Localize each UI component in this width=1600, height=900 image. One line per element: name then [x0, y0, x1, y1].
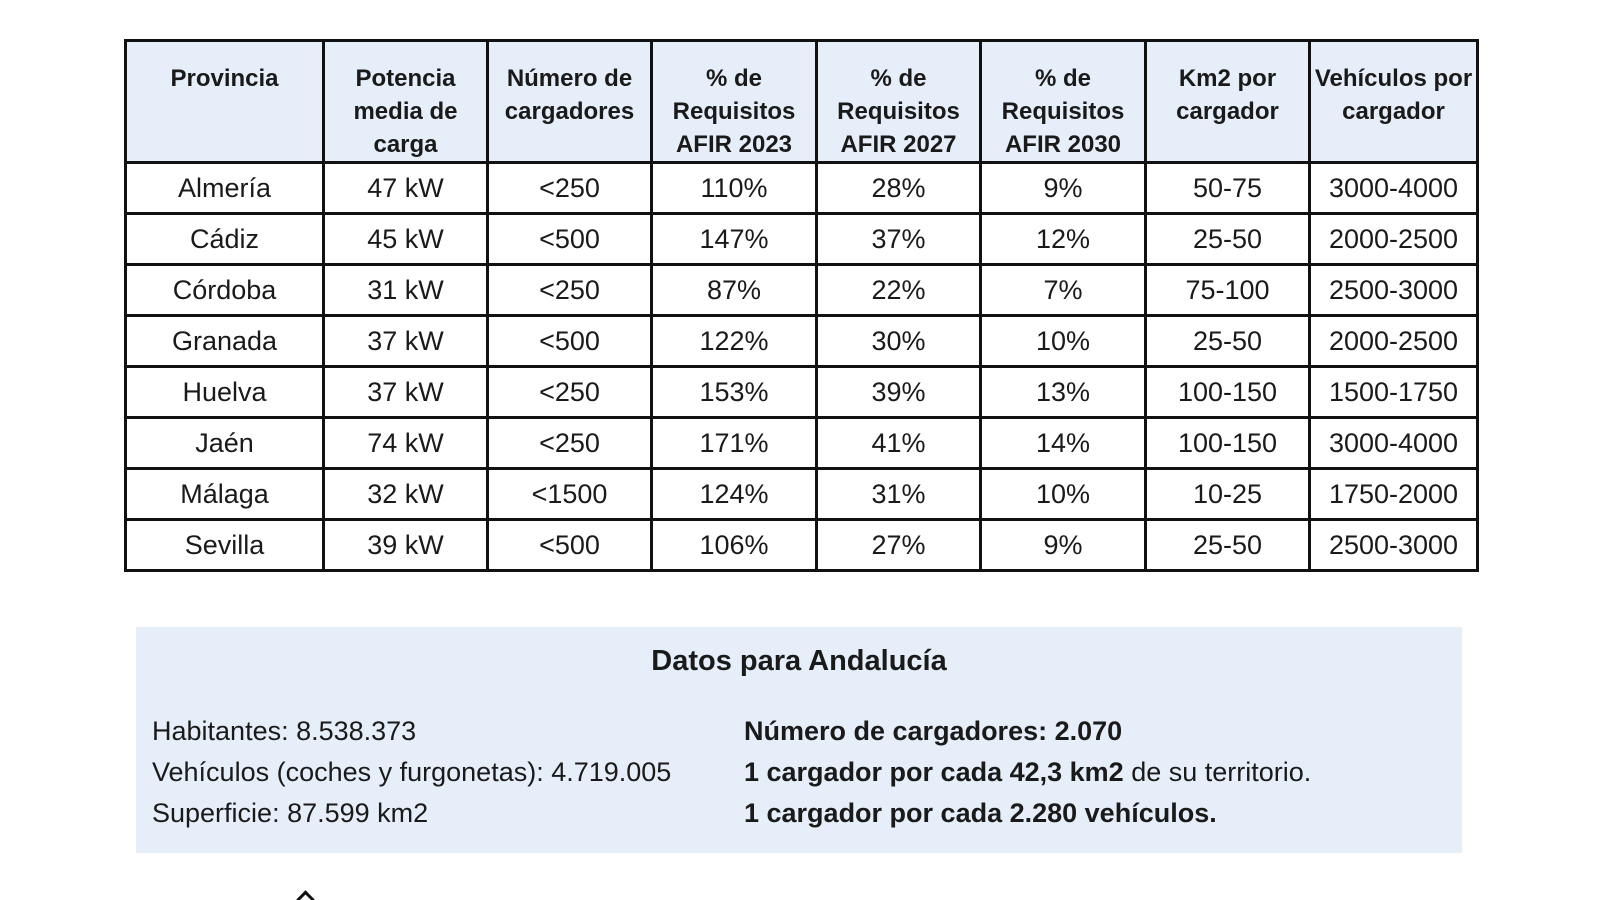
table-cell: 2500-3000 — [1308, 263, 1479, 317]
summary-cargador-km2-bold: 1 cargador por cada 42,3 km2 — [744, 757, 1124, 787]
table-cell: 28% — [815, 161, 982, 215]
summary-title: Datos para Andalucía — [651, 645, 947, 677]
header-afir-2030: % de Requisitos AFIR 2030 — [979, 39, 1147, 164]
summary-left-column: Habitantes: 8.538.373 Vehículos (coches … — [152, 711, 671, 834]
table-cell: Córdoba — [124, 263, 325, 317]
table-cell: 41% — [815, 416, 982, 470]
table-cell: 25-50 — [1144, 518, 1311, 572]
table-row: Cádiz 45 kW <500 147% 37% 12% 25-50 2000… — [124, 212, 1479, 266]
summary-vehiculos: Vehículos (coches y furgonetas): 4.719.0… — [152, 757, 672, 787]
table-cell: 22% — [815, 263, 982, 317]
table-cell: <1500 — [486, 467, 653, 521]
table-cell: 31% — [815, 467, 982, 521]
summary-habitantes: Habitantes: 8.538.373 — [152, 716, 417, 746]
table-cell: 47 kW — [322, 161, 489, 215]
table-cell: 124% — [650, 467, 818, 521]
header-vehiculos-por-cargador: Vehículos por cargador — [1308, 39, 1479, 164]
table-cell: 2000-2500 — [1308, 212, 1479, 266]
header-km2-por-cargador: Km2 por cargador — [1144, 39, 1311, 164]
table-cell: 75-100 — [1144, 263, 1311, 317]
table-cell: 122% — [650, 314, 818, 368]
table-cell: Huelva — [124, 365, 325, 419]
table-cell: <500 — [486, 314, 653, 368]
table-cell: 100-150 — [1144, 365, 1311, 419]
table-cell: 171% — [650, 416, 818, 470]
table-cell: 10% — [979, 467, 1147, 521]
table-cell: 1500-1750 — [1308, 365, 1479, 419]
table-cell: Almería — [124, 161, 325, 215]
table-cell: <250 — [486, 263, 653, 317]
table-cell: 12% — [979, 212, 1147, 266]
province-charger-table: Provincia Potencia media de carga Número… — [124, 39, 1479, 572]
table-cell: 39% — [815, 365, 982, 419]
table-cell: <250 — [486, 161, 653, 215]
table-cell: 31 kW — [322, 263, 489, 317]
table-cell: <500 — [486, 518, 653, 572]
table-cell: 1750-2000 — [1308, 467, 1479, 521]
table-cell: 9% — [979, 518, 1147, 572]
table-row: Sevilla 39 kW <500 106% 27% 9% 25-50 250… — [124, 518, 1479, 572]
table-cell: 74 kW — [322, 416, 489, 470]
table-cell: 110% — [650, 161, 818, 215]
summary-superficie: Superficie: 87.599 km2 — [152, 798, 429, 828]
table-cell: Cádiz — [124, 212, 325, 266]
table-cell: 14% — [979, 416, 1147, 470]
table-cell: 10% — [979, 314, 1147, 368]
header-afir-2027: % de Requisitos AFIR 2027 — [815, 39, 982, 164]
header-provincia: Provincia — [124, 39, 325, 164]
table-cell: 106% — [650, 518, 818, 572]
caret-up-icon — [296, 890, 315, 900]
table-row: Granada 37 kW <500 122% 30% 10% 25-50 20… — [124, 314, 1479, 368]
table-cell: 3000-4000 — [1308, 416, 1479, 470]
table-row: Huelva 37 kW <250 153% 39% 13% 100-150 1… — [124, 365, 1479, 419]
table-cell: Jaén — [124, 416, 325, 470]
table-cell: Málaga — [124, 467, 325, 521]
table-header-row: Provincia Potencia media de carga Número… — [124, 39, 1479, 164]
table-cell: 30% — [815, 314, 982, 368]
summary-cargador-km2: 1 cargador por cada 42,3 km2 de su terri… — [744, 752, 1311, 793]
table-cell: 87% — [650, 263, 818, 317]
table-cell: 37 kW — [322, 314, 489, 368]
table-row: Jaén 74 kW <250 171% 41% 14% 100-150 300… — [124, 416, 1479, 470]
summary-cargador-km2-rest: de su territorio. — [1123, 757, 1312, 787]
summary-numero-cargadores: Número de cargadores: 2.070 — [744, 716, 1123, 746]
table-cell: 13% — [979, 365, 1147, 419]
table-cell: <500 — [486, 212, 653, 266]
header-numero-cargadores: Número de cargadores — [486, 39, 653, 164]
table-cell: 9% — [979, 161, 1147, 215]
header-potencia: Potencia media de carga — [322, 39, 489, 164]
table-cell: 2500-3000 — [1308, 518, 1479, 572]
table-cell: 32 kW — [322, 467, 489, 521]
table-cell: 153% — [650, 365, 818, 419]
table-cell: Granada — [124, 314, 325, 368]
table-cell: 27% — [815, 518, 982, 572]
table-cell: 39 kW — [322, 518, 489, 572]
table-cell: 3000-4000 — [1308, 161, 1479, 215]
table-row: Córdoba 31 kW <250 87% 22% 7% 75-100 250… — [124, 263, 1479, 317]
table-row: Almería 47 kW <250 110% 28% 9% 50-75 300… — [124, 161, 1479, 215]
table-cell: 10-25 — [1144, 467, 1311, 521]
table-cell: 25-50 — [1144, 212, 1311, 266]
table-cell: 37 kW — [322, 365, 489, 419]
table-cell: 147% — [650, 212, 818, 266]
table-cell: 37% — [815, 212, 982, 266]
summary-cargador-vehiculos: 1 cargador por cada 2.280 vehículos. — [744, 798, 1217, 828]
table-cell: 25-50 — [1144, 314, 1311, 368]
table-row: Málaga 32 kW <1500 124% 31% 10% 10-25 17… — [124, 467, 1479, 521]
table-cell: Sevilla — [124, 518, 325, 572]
table-cell: 7% — [979, 263, 1147, 317]
header-afir-2023: % de Requisitos AFIR 2023 — [650, 39, 818, 164]
table-cell: <250 — [486, 416, 653, 470]
summary-right-column: Número de cargadores: 2.070 1 cargador p… — [744, 711, 1311, 834]
table-cell: 2000-2500 — [1308, 314, 1479, 368]
andalucia-summary-panel: Datos para Andalucía Habitantes: 8.538.3… — [136, 627, 1462, 853]
table-cell: <250 — [486, 365, 653, 419]
table-cell: 50-75 — [1144, 161, 1311, 215]
table-cell: 45 kW — [322, 212, 489, 266]
table-cell: 100-150 — [1144, 416, 1311, 470]
